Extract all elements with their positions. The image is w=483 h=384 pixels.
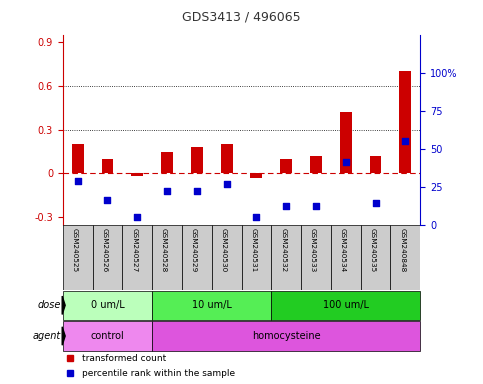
Text: 0 um/L: 0 um/L <box>91 300 124 310</box>
Bar <box>251 174 262 178</box>
FancyBboxPatch shape <box>242 225 271 290</box>
Text: GSM240531: GSM240531 <box>250 228 256 272</box>
Point <box>163 188 171 194</box>
Polygon shape <box>62 327 65 345</box>
Point <box>74 178 82 184</box>
Bar <box>72 144 84 174</box>
FancyBboxPatch shape <box>63 321 152 351</box>
FancyBboxPatch shape <box>152 291 271 320</box>
Text: homocysteine: homocysteine <box>252 331 321 341</box>
Bar <box>221 144 233 174</box>
Bar <box>101 159 114 174</box>
Point <box>282 203 290 209</box>
FancyBboxPatch shape <box>152 225 182 290</box>
Text: GSM240529: GSM240529 <box>191 228 197 272</box>
FancyBboxPatch shape <box>63 291 152 320</box>
Point <box>104 197 112 203</box>
FancyBboxPatch shape <box>331 225 361 290</box>
Point <box>312 203 320 209</box>
Bar <box>131 174 143 176</box>
Text: GSM240848: GSM240848 <box>399 228 405 272</box>
Text: 100 um/L: 100 um/L <box>323 300 369 310</box>
Text: transformed count: transformed count <box>83 354 167 363</box>
FancyBboxPatch shape <box>212 225 242 290</box>
Bar <box>399 71 412 174</box>
Text: GSM240528: GSM240528 <box>161 228 167 272</box>
FancyBboxPatch shape <box>122 225 152 290</box>
Point <box>193 188 201 194</box>
Point <box>401 138 409 144</box>
Bar <box>191 147 203 174</box>
Point <box>372 200 380 206</box>
FancyBboxPatch shape <box>63 225 93 290</box>
Bar <box>369 156 382 174</box>
FancyBboxPatch shape <box>301 225 331 290</box>
Text: agent: agent <box>33 331 61 341</box>
Bar <box>161 152 173 174</box>
Bar <box>280 159 292 174</box>
Bar <box>310 156 322 174</box>
Text: GSM240525: GSM240525 <box>71 228 78 272</box>
FancyBboxPatch shape <box>361 225 390 290</box>
Text: GSM240526: GSM240526 <box>101 228 108 272</box>
FancyBboxPatch shape <box>182 225 212 290</box>
Bar <box>340 112 352 174</box>
FancyBboxPatch shape <box>271 291 420 320</box>
Text: percentile rank within the sample: percentile rank within the sample <box>83 369 236 378</box>
Polygon shape <box>62 296 65 314</box>
FancyBboxPatch shape <box>390 225 420 290</box>
Point <box>133 214 141 220</box>
Text: GSM240532: GSM240532 <box>280 228 286 272</box>
Point <box>342 159 350 165</box>
Text: GSM240535: GSM240535 <box>369 228 376 272</box>
Point <box>253 214 260 220</box>
Point <box>223 180 230 187</box>
Text: control: control <box>91 331 124 341</box>
Text: GSM240534: GSM240534 <box>340 228 346 272</box>
Text: GSM240530: GSM240530 <box>221 228 227 272</box>
FancyBboxPatch shape <box>152 321 420 351</box>
Text: GSM240533: GSM240533 <box>310 228 316 272</box>
FancyBboxPatch shape <box>271 225 301 290</box>
FancyBboxPatch shape <box>93 225 122 290</box>
Text: dose: dose <box>38 300 61 310</box>
Text: GDS3413 / 496065: GDS3413 / 496065 <box>182 11 301 24</box>
Text: GSM240527: GSM240527 <box>131 228 137 272</box>
Text: 10 um/L: 10 um/L <box>192 300 232 310</box>
